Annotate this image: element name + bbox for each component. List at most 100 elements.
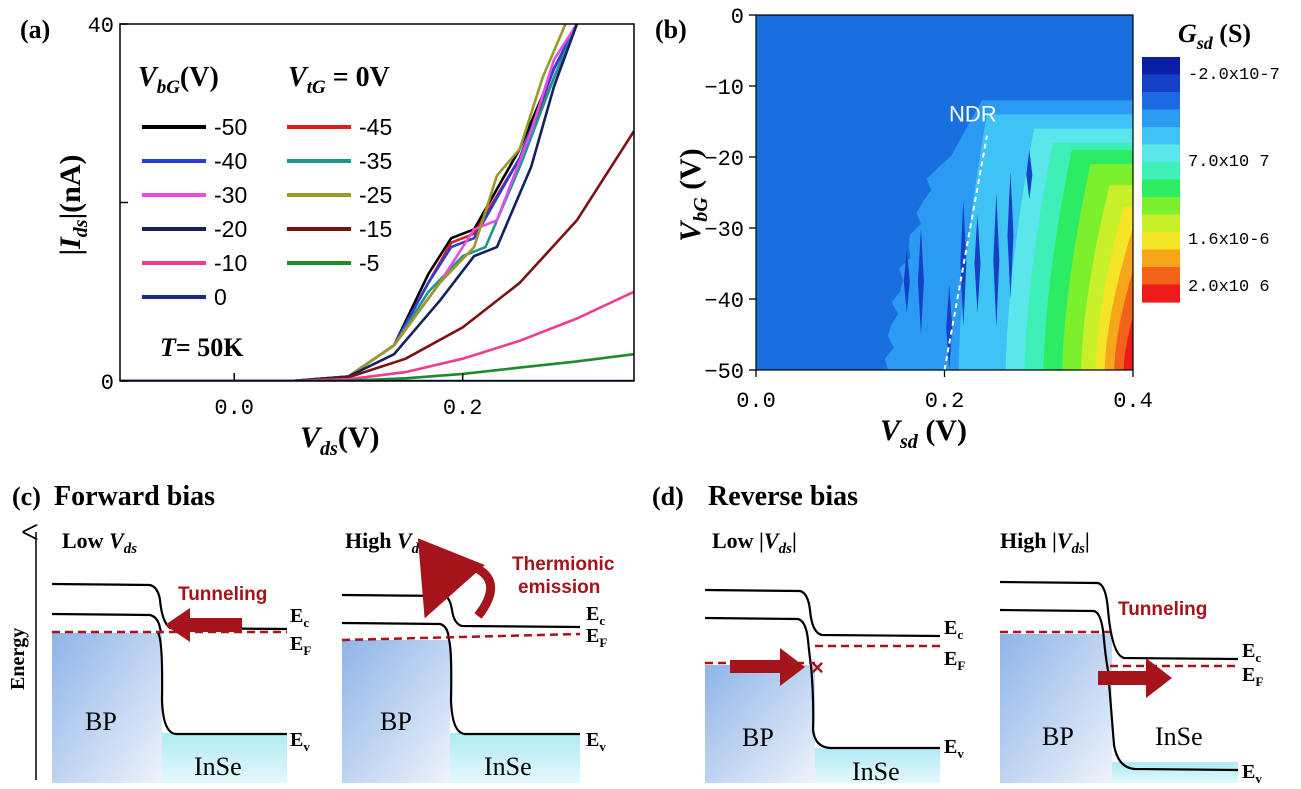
b-xtick-label: 0.0 <box>736 389 776 414</box>
c2-thermionic-arrow <box>417 538 496 619</box>
a-xtick-label: 0.2 <box>443 396 483 421</box>
heatmap-spike <box>1007 171 1014 299</box>
heatmap-spike <box>917 228 924 335</box>
c-title: Forward bias <box>54 481 215 512</box>
legend-label: -40 <box>214 148 247 174</box>
c1-band-lower <box>51 612 162 635</box>
colorbar-segment <box>1142 214 1180 233</box>
d1-inse-label: InSe <box>852 757 900 786</box>
c1-tunneling-arrow <box>165 608 242 642</box>
energy-label: Energy <box>7 628 29 690</box>
d2-tunneling-label: Tunneling <box>1118 599 1207 620</box>
c1-inse-region <box>162 733 287 783</box>
a-ylabel: |Ids|(nA) <box>54 154 92 255</box>
c1-bp-label: BP <box>85 707 117 736</box>
c1-ef-label: EF <box>290 633 311 658</box>
colorbar-segment <box>1142 284 1180 303</box>
c1-tunneling-label: Tunneling <box>178 584 267 605</box>
b-xlabel: Vsd (V) <box>880 414 967 453</box>
colorbar-segment <box>1142 144 1180 163</box>
d2-ef-label: EF <box>1242 664 1263 689</box>
legend-label: -50 <box>214 114 247 140</box>
c2-inse-region <box>450 733 580 783</box>
b-ylabel: VbG (V) <box>674 148 712 242</box>
panel-b-heatmap: NDR <box>756 15 1133 371</box>
heatmap-band <box>1123 263 1133 370</box>
b-ytick-label: −20 <box>704 147 744 172</box>
d2-band-lower <box>999 608 1110 671</box>
d1-arrow <box>730 648 805 686</box>
b-ytick-label: −50 <box>704 360 744 385</box>
d2-inse-label: InSe <box>1155 722 1203 751</box>
panel-c: (c) Forward bias Low Vds High Vds Energy… <box>7 481 615 783</box>
heatmap-spike <box>946 284 953 370</box>
panel-a-ticks: 0.0 0.2 0 40 <box>88 14 483 421</box>
legend-label: -35 <box>359 148 392 174</box>
d2-inse-region <box>1112 762 1238 783</box>
c2-inse-label: InSe <box>484 752 532 781</box>
legend-label: -10 <box>214 250 247 276</box>
d1-inse-region <box>815 748 940 783</box>
panel-label-b: (b) <box>655 15 687 44</box>
legend-label: -25 <box>359 182 392 208</box>
d2-band-upper <box>999 580 1239 661</box>
c1-inse-label: InSe <box>194 752 242 781</box>
colorbar-segment <box>1142 92 1180 111</box>
d1-ev-label: Ev <box>944 736 964 761</box>
colorbar-segment <box>1142 249 1180 268</box>
heatmap-spike <box>903 249 910 314</box>
d1-bp-label: BP <box>742 723 774 752</box>
panel-a-plot <box>120 24 634 381</box>
heatmap-spike <box>974 213 981 314</box>
colorbar-segment <box>1142 57 1180 76</box>
b-ytick-label: 0 <box>731 5 744 30</box>
panel-b-ticks: 0.0 0.2 0.4 0 −10 −20 −30 −40 −50 <box>704 5 1152 414</box>
d1-bp-region <box>705 665 815 783</box>
d-high-vds: High |Vds| <box>1000 528 1090 557</box>
c2-thermionic-label-1: Thermionic <box>512 554 615 575</box>
b-xtick-label: 0.4 <box>1113 389 1153 414</box>
c-low-vds: Low Vds <box>62 528 137 557</box>
d2-ec-label: Ec <box>1242 640 1261 665</box>
d2-band-valence <box>1106 669 1239 772</box>
colorbar-segment <box>1142 74 1180 93</box>
ndr-line <box>943 135 988 371</box>
legend-label: -5 <box>359 250 379 276</box>
c-high-vds: High Vds <box>345 528 425 557</box>
colorbar-title: Gsd (S) <box>1178 19 1251 53</box>
c2-ef-label: EF <box>586 625 607 650</box>
heatmap-spike <box>993 192 1000 328</box>
d1-band-valence <box>809 664 940 750</box>
d1-band-upper <box>704 588 941 638</box>
c1-ev-label: Ev <box>290 729 310 754</box>
a-legend-title: VbG(V) <box>138 62 219 98</box>
colorbar-segment <box>1142 127 1180 146</box>
panel-label-d: (d) <box>652 482 684 511</box>
b-ytick-label: −10 <box>704 76 744 101</box>
colorbar-segment <box>1142 197 1180 216</box>
colorbar-segment <box>1142 232 1180 251</box>
c2-band-upper <box>341 593 581 629</box>
b-xtick-label: 0.2 <box>925 389 965 414</box>
c2-fermi-level <box>341 632 581 642</box>
colorbar-tick-label: 1.6x10-6 <box>1188 231 1270 250</box>
c2-bp-region <box>342 640 450 783</box>
c2-ev-label: Ev <box>586 729 606 754</box>
a-xtick-label: 0.0 <box>214 396 254 421</box>
a-ytick-label: 40 <box>88 14 114 39</box>
d1-block-mark: × <box>811 655 824 680</box>
colorbar-segment <box>1142 109 1180 128</box>
ndr-label: NDR <box>949 102 997 127</box>
c2-band-valence <box>447 639 580 736</box>
c1-band-valence <box>157 632 287 736</box>
b-ytick-label: −40 <box>704 289 744 314</box>
colorbar-segment <box>1142 267 1180 286</box>
c2-bp-label: BP <box>380 707 412 736</box>
d-low-vds: Low |Vds| <box>712 528 797 557</box>
colorbar-segment <box>1142 179 1180 198</box>
a-legend-title-2: VtG = 0V <box>288 62 390 98</box>
c1-ec-label: Ec <box>290 605 309 630</box>
legend-label: -30 <box>214 182 247 208</box>
panel-a: (a) 0.0 0.2 0 40 |Ids|(nA) Vds(V) VbG(V) Vt… <box>20 14 635 460</box>
